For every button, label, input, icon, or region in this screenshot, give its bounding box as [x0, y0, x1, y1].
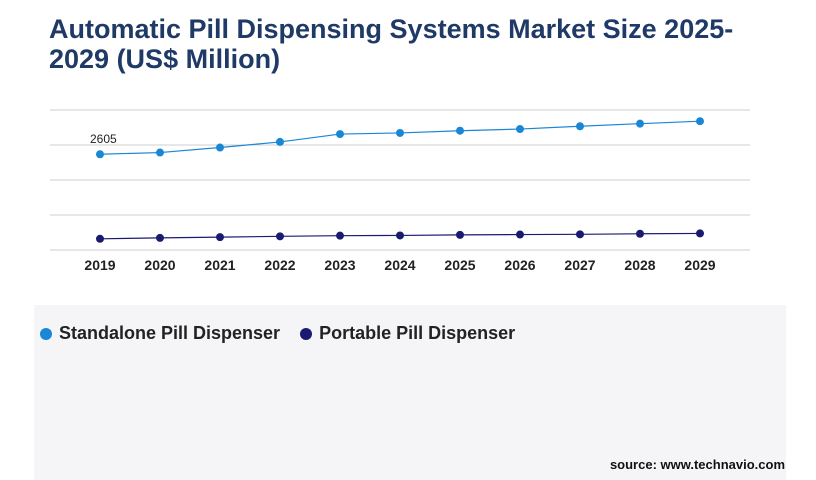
gridlines [50, 109, 750, 251]
data-point [456, 230, 464, 239]
x-tick-label: 2026 [504, 257, 535, 273]
x-tick-label: 2027 [564, 257, 595, 273]
data-point [336, 231, 344, 240]
data-label: 2605 [90, 132, 117, 146]
x-tick-label: 2028 [624, 257, 655, 273]
x-tick-label: 2021 [204, 257, 235, 273]
x-tick-label: 2025 [444, 257, 475, 273]
data-point [156, 233, 164, 242]
legend-marker-portable [300, 327, 313, 340]
legend-label-standalone: Standalone Pill Dispenser [59, 323, 281, 343]
legend-panel-background [34, 305, 786, 480]
legend-item-portable[interactable]: Portable Pill Dispenser [300, 323, 515, 344]
data-point [516, 125, 524, 134]
series-line-0 [99, 120, 701, 155]
x-tick-label: 2020 [144, 257, 175, 273]
data-point [276, 232, 284, 241]
legend-label-portable: Portable Pill Dispenser [319, 323, 516, 343]
data-labels: 2605 [90, 132, 117, 146]
x-tick-label: 2024 [384, 257, 415, 273]
chart-title: Automatic Pill Dispensing Systems Market… [49, 14, 734, 74]
data-point [576, 230, 584, 239]
legend: Standalone Pill Dispenser Portable Pill … [40, 323, 535, 344]
data-point [96, 234, 104, 243]
source-credit: source: www.technavio.com [609, 457, 785, 472]
data-point [696, 229, 704, 238]
data-point [96, 150, 104, 159]
data-point [276, 137, 284, 146]
data-point [576, 122, 584, 131]
data-point [216, 233, 224, 242]
data-point [336, 130, 344, 139]
x-tick-label: 2022 [264, 257, 295, 273]
x-tick-label: 2029 [684, 257, 715, 273]
data-point [456, 126, 464, 135]
data-point [516, 230, 524, 239]
data-point [396, 128, 404, 137]
x-tick-label: 2019 [84, 257, 115, 273]
data-point [156, 148, 164, 157]
data-point [636, 119, 644, 128]
line-chart: 2605 2019 2020 2021 2022 2023 2024 2025 2026 202… [50, 109, 750, 273]
x-axis-tick-labels: 2019 2020 2021 2022 2023 2024 2025 2026 2027 2028… [84, 257, 715, 273]
data-point [696, 117, 704, 126]
legend-marker-standalone [40, 327, 52, 340]
x-tick-label: 2023 [324, 257, 355, 273]
data-point [636, 229, 644, 238]
series-points [96, 117, 704, 243]
legend-item-standalone[interactable]: Standalone Pill Dispenser [40, 323, 280, 344]
data-point [216, 143, 224, 152]
data-point [396, 231, 404, 240]
